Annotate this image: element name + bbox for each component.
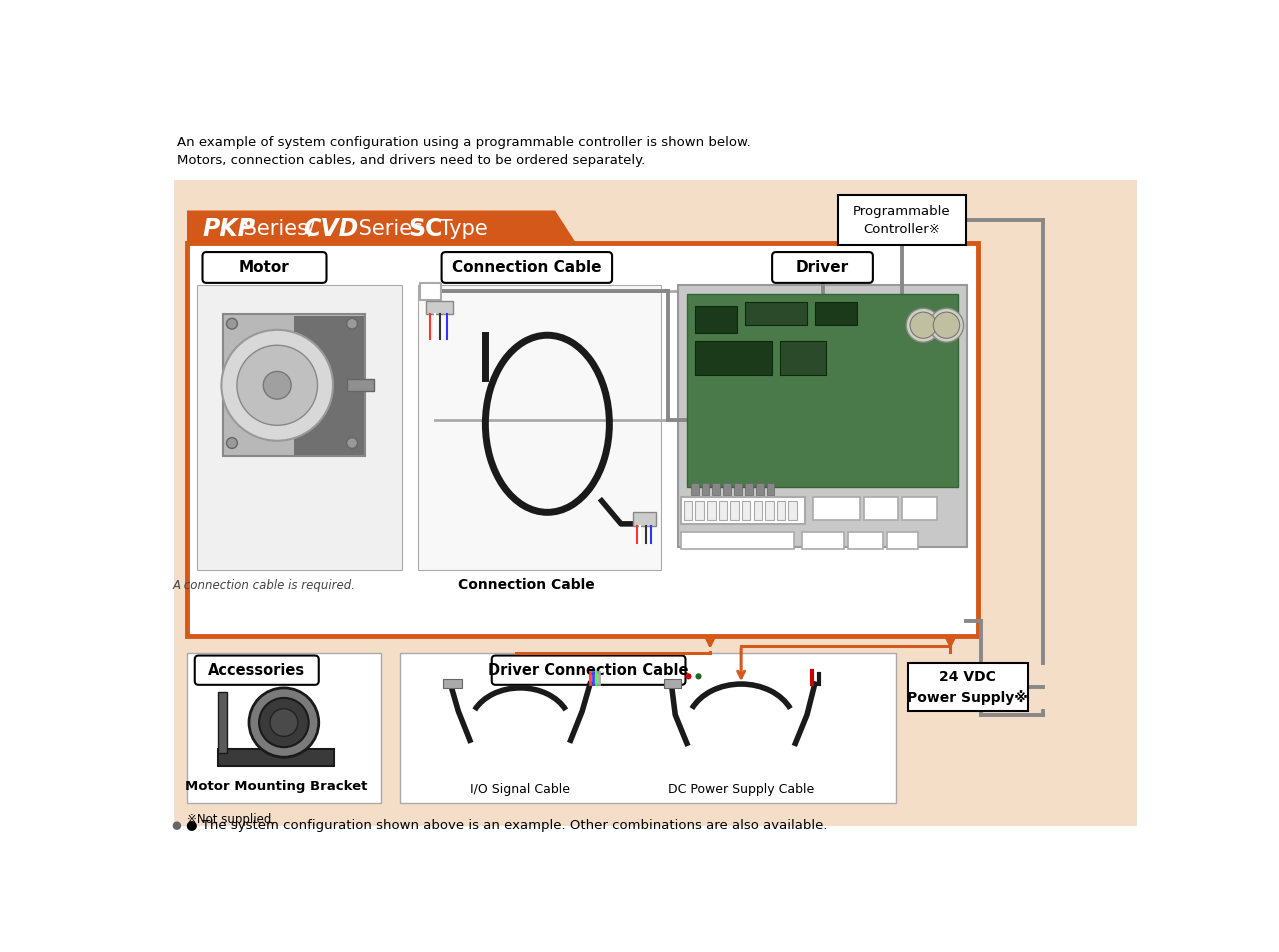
- Bar: [813, 497, 859, 520]
- Text: I/O Signal Cable: I/O Signal Cable: [471, 783, 570, 796]
- Bar: [217, 749, 334, 766]
- Bar: [682, 531, 794, 548]
- Bar: [766, 483, 775, 495]
- Bar: [197, 286, 402, 570]
- Bar: [694, 341, 773, 375]
- Circle shape: [221, 329, 333, 441]
- FancyBboxPatch shape: [441, 252, 613, 283]
- Circle shape: [270, 708, 298, 737]
- Text: DC Power Supply Cable: DC Power Supply Cable: [668, 783, 815, 796]
- Bar: [902, 497, 938, 520]
- Bar: [734, 483, 742, 495]
- Circle shape: [934, 312, 959, 338]
- Text: ※Not supplied.: ※Not supplied.: [187, 813, 275, 825]
- Circle shape: [263, 371, 292, 399]
- Bar: [756, 483, 764, 495]
- Text: An example of system configuration using a programmable controller is shown belo: An example of system configuration using…: [177, 136, 751, 149]
- Circle shape: [907, 308, 940, 342]
- Text: A connection cable is required.: A connection cable is required.: [173, 579, 356, 592]
- Text: ● The system configuration shown above is an example. Other combinations are als: ● The system configuration shown above i…: [187, 820, 828, 832]
- Text: Accessories: Accessories: [208, 663, 306, 678]
- Bar: [724, 483, 732, 495]
- Bar: [838, 195, 966, 246]
- Bar: [780, 341, 826, 375]
- Bar: [684, 501, 692, 520]
- Bar: [744, 302, 807, 326]
- Bar: [664, 679, 680, 688]
- Bar: [426, 301, 453, 314]
- Bar: [678, 286, 967, 547]
- Bar: [420, 283, 441, 300]
- Bar: [174, 180, 1137, 826]
- Text: Motor Mounting Bracket: Motor Mounting Bracket: [185, 780, 367, 793]
- Bar: [908, 664, 1028, 711]
- Bar: [347, 379, 373, 391]
- Bar: [742, 501, 751, 520]
- Circle shape: [226, 318, 238, 329]
- Text: Motor: Motor: [239, 260, 290, 275]
- Text: Type: Type: [432, 219, 487, 239]
- Bar: [886, 531, 918, 548]
- Bar: [707, 501, 715, 520]
- Text: Series/: Series/: [238, 219, 316, 239]
- Circle shape: [347, 438, 358, 448]
- Circle shape: [930, 308, 963, 342]
- Bar: [753, 501, 762, 520]
- Circle shape: [347, 318, 358, 329]
- Circle shape: [260, 698, 308, 747]
- Bar: [744, 483, 753, 495]
- Circle shape: [237, 346, 317, 426]
- Text: 24 VDC
Power Supply※: 24 VDC Power Supply※: [907, 670, 1028, 704]
- Circle shape: [173, 822, 182, 830]
- Text: Series: Series: [352, 219, 430, 239]
- Circle shape: [249, 688, 318, 757]
- Bar: [694, 306, 737, 333]
- Text: SC: SC: [408, 217, 443, 241]
- Bar: [765, 501, 774, 520]
- Bar: [863, 497, 898, 520]
- Bar: [712, 483, 720, 495]
- FancyBboxPatch shape: [202, 252, 326, 283]
- Text: Driver Connection Cable: Driver Connection Cable: [489, 663, 689, 678]
- Bar: [682, 497, 806, 524]
- Bar: [687, 294, 958, 486]
- Text: Programmable
Controller※: Programmable Controller※: [853, 205, 950, 235]
- Text: Driver: Driver: [796, 260, 849, 275]
- Bar: [633, 512, 656, 526]
- Text: Motors, connection cables, and drivers need to be ordered separately.: Motors, connection cables, and drivers n…: [177, 154, 645, 168]
- Bar: [776, 501, 785, 520]
- Text: Connection Cable: Connection Cable: [458, 579, 595, 592]
- Text: Connection Cable: Connection Cable: [451, 260, 601, 275]
- Text: PKP: PKP: [202, 217, 256, 241]
- Bar: [719, 501, 728, 520]
- Bar: [187, 653, 381, 803]
- FancyBboxPatch shape: [773, 252, 872, 283]
- Bar: [269, 692, 283, 753]
- Bar: [848, 531, 883, 548]
- Circle shape: [696, 673, 702, 680]
- Circle shape: [686, 673, 692, 680]
- Circle shape: [911, 312, 936, 338]
- Bar: [696, 501, 703, 520]
- Circle shape: [226, 438, 238, 448]
- Bar: [702, 483, 710, 495]
- Bar: [730, 501, 739, 520]
- Bar: [418, 286, 661, 570]
- Polygon shape: [187, 210, 577, 245]
- Bar: [187, 243, 977, 636]
- Bar: [788, 501, 797, 520]
- Bar: [443, 679, 462, 688]
- Bar: [691, 483, 698, 495]
- Bar: [217, 692, 228, 753]
- Bar: [400, 653, 897, 803]
- FancyBboxPatch shape: [194, 656, 318, 684]
- Bar: [815, 302, 857, 326]
- FancyBboxPatch shape: [491, 656, 686, 684]
- FancyBboxPatch shape: [223, 314, 366, 456]
- Bar: [294, 316, 363, 455]
- Text: CVD: CVD: [303, 217, 358, 241]
- Bar: [802, 531, 844, 548]
